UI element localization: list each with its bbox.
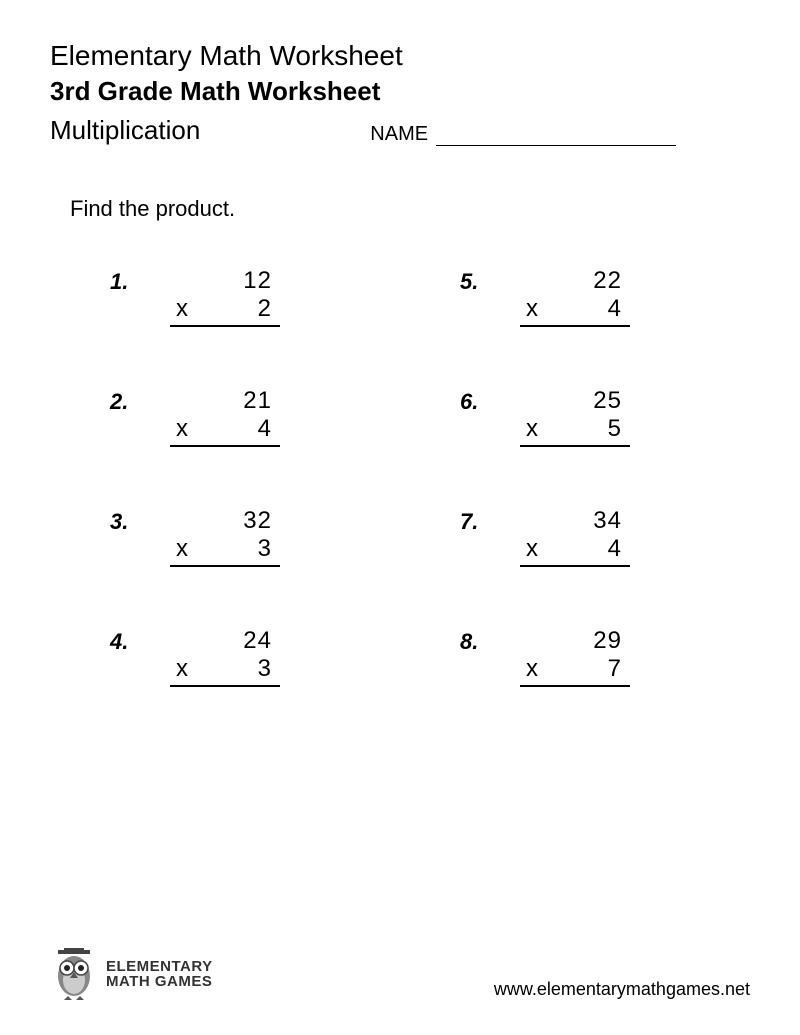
problem-body: 34 x 4 [520,507,630,567]
multiplicand: 24 [170,627,280,655]
multiply-sign: x [170,535,188,563]
multiplicand: 12 [170,267,280,295]
problem-5: 5. 22 x 4 [460,267,710,327]
problem-body: 24 x 3 [170,627,280,687]
instruction-text: Find the product. [70,196,750,222]
problem-8: 8. 29 x 7 [460,627,710,687]
problem-2: 2. 21 x 4 [110,387,360,447]
multiplier: 5 [608,415,622,443]
multiplier: 2 [258,295,272,323]
problem-body: 21 x 4 [170,387,280,447]
problem-number: 1. [110,267,150,295]
problem-6: 6. 25 x 5 [460,387,710,447]
header-title-2: 3rd Grade Math Worksheet [50,76,750,107]
multiplier: 4 [608,295,622,323]
problem-number: 5. [460,267,500,295]
problem-3: 3. 32 x 3 [110,507,360,567]
logo-line-1: ELEMENTARY [106,959,213,974]
problem-body: 32 x 3 [170,507,280,567]
multiplicand: 25 [520,387,630,415]
header-title-1: Elementary Math Worksheet [50,40,750,72]
multiplier-row: x 5 [520,415,630,447]
topic-label: Multiplication [50,115,200,146]
owl-icon [50,948,98,1000]
problems-grid: 1. 12 x 2 5. 22 x 4 2. 21 x 4 [50,267,750,687]
problem-4: 4. 24 x 3 [110,627,360,687]
multiplier-row: x 4 [520,535,630,567]
problem-number: 2. [110,387,150,415]
problem-number: 8. [460,627,500,655]
multiplier-row: x 4 [170,415,280,447]
multiply-sign: x [170,295,188,323]
multiplier-row: x 3 [170,655,280,687]
name-label: NAME [370,123,428,146]
problem-body: 25 x 5 [520,387,630,447]
multiplier: 4 [608,535,622,563]
multiply-sign: x [520,655,538,683]
multiply-sign: x [170,655,188,683]
problem-body: 29 x 7 [520,627,630,687]
multiplicand: 29 [520,627,630,655]
multiplier-row: x 2 [170,295,280,327]
multiplicand: 21 [170,387,280,415]
name-input-line[interactable] [436,122,676,146]
multiplier: 7 [608,655,622,683]
multiplier-row: x 4 [520,295,630,327]
multiplicand: 32 [170,507,280,535]
multiply-sign: x [170,415,188,443]
multiply-sign: x [520,535,538,563]
multiplier-row: x 7 [520,655,630,687]
problem-number: 6. [460,387,500,415]
footer: ELEMENTARY MATH GAMES www.elementarymath… [50,948,750,1000]
logo-line-2: MATH GAMES [106,974,213,989]
footer-url: www.elementarymathgames.net [494,979,750,1000]
problem-body: 22 x 4 [520,267,630,327]
multiplier: 3 [258,535,272,563]
problem-number: 4. [110,627,150,655]
multiplier: 4 [258,415,272,443]
multiply-sign: x [520,415,538,443]
multiplicand: 22 [520,267,630,295]
multiply-sign: x [520,295,538,323]
logo: ELEMENTARY MATH GAMES [50,948,213,1000]
topic-row: Multiplication NAME [50,115,750,146]
problem-number: 7. [460,507,500,535]
problem-body: 12 x 2 [170,267,280,327]
multiplier-row: x 3 [170,535,280,567]
problem-1: 1. 12 x 2 [110,267,360,327]
problem-7: 7. 34 x 4 [460,507,710,567]
multiplier: 3 [258,655,272,683]
logo-text: ELEMENTARY MATH GAMES [106,959,213,989]
problem-number: 3. [110,507,150,535]
multiplicand: 34 [520,507,630,535]
